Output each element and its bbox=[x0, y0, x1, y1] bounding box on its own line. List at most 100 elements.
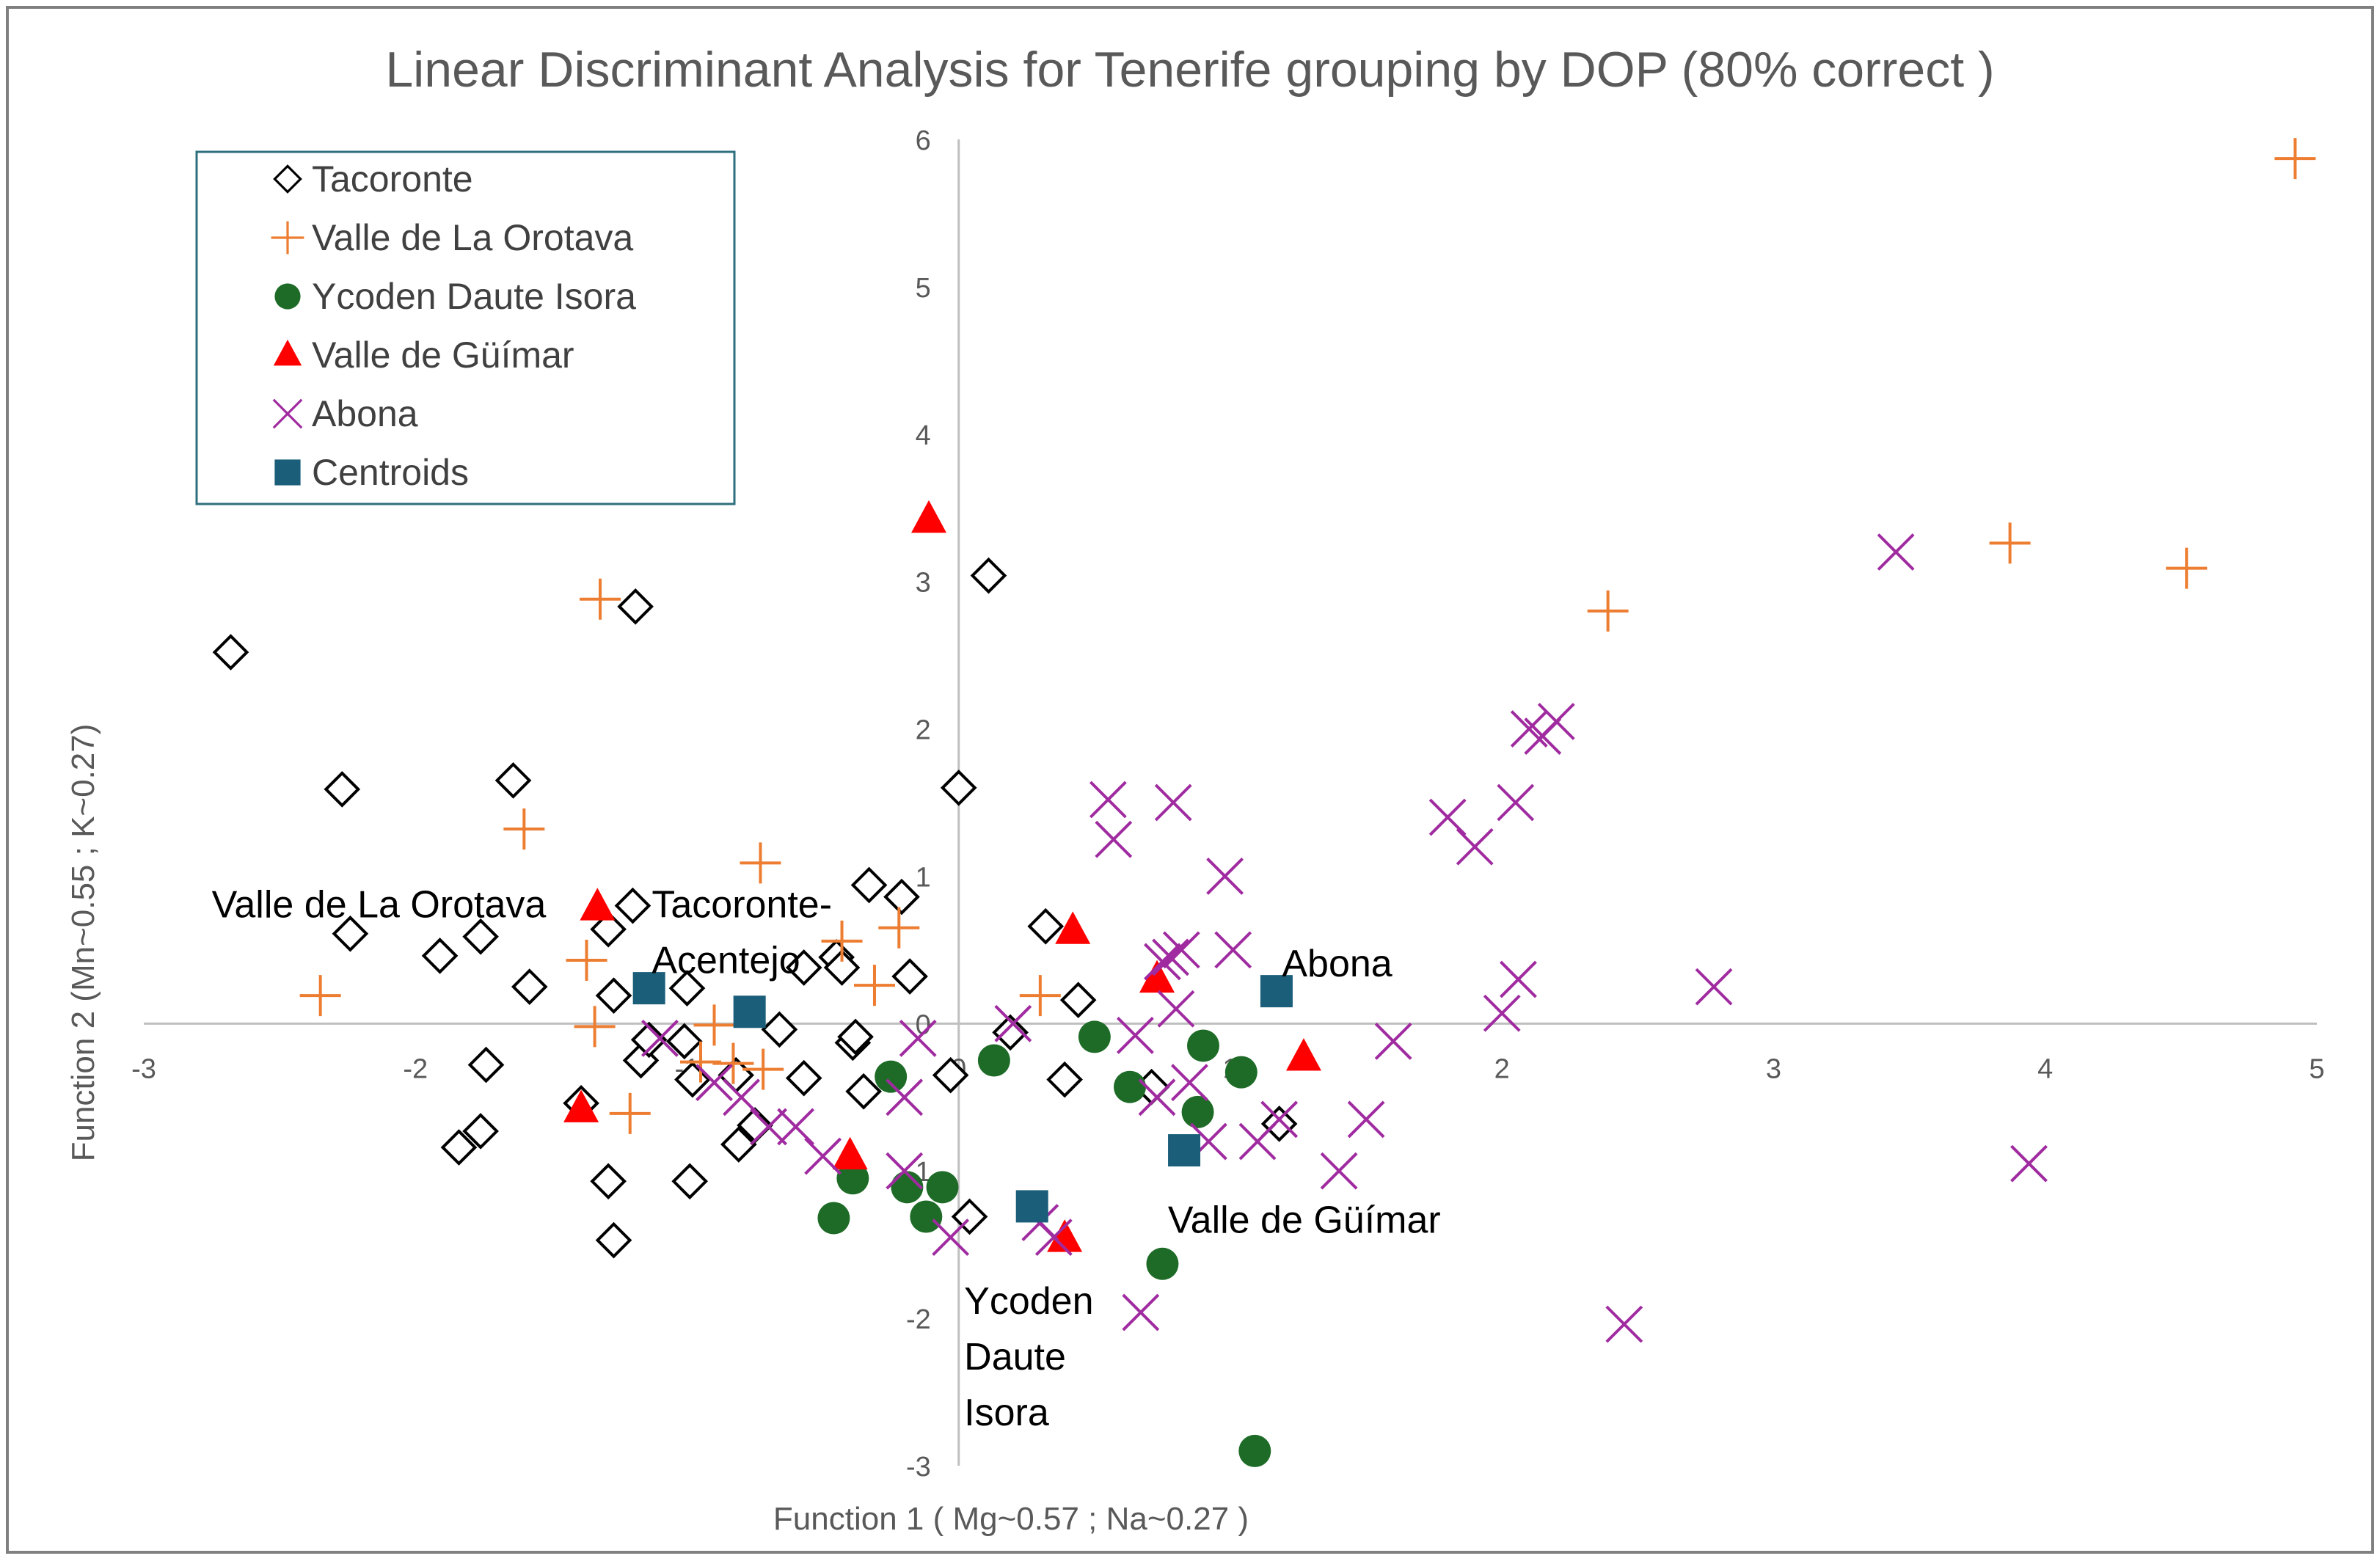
data-point-ycoden-daute-isora bbox=[1238, 1434, 1271, 1467]
data-point-centroids bbox=[733, 995, 766, 1028]
data-point-ycoden-daute-isora bbox=[1181, 1095, 1214, 1128]
data-point-valle-de-la-orotava bbox=[680, 1041, 722, 1083]
legend-entry-abona: Abona bbox=[272, 393, 418, 434]
x-tick-label: -3 bbox=[131, 1053, 156, 1084]
legend-items: Tacoronte Valle de La Orotava Ycoden Daute… bbox=[271, 158, 636, 493]
annotation-label: Ycoden Daute Isora bbox=[964, 1280, 1093, 1434]
data-point-abona bbox=[2010, 1144, 2048, 1183]
data-point-valle-de-la-orotava bbox=[878, 907, 920, 949]
data-point-valle-de-la-orotava bbox=[609, 1092, 651, 1134]
data-point-ycoden-daute-isora bbox=[817, 1202, 850, 1235]
legend-marker-centroids bbox=[274, 459, 301, 486]
data-point-ycoden-daute-isora bbox=[926, 1171, 959, 1204]
data-point-tacoronte bbox=[590, 910, 627, 948]
data-point-abona bbox=[1089, 781, 1127, 819]
y-tick-label: 3 bbox=[916, 568, 931, 599]
data-point-abona bbox=[1347, 1100, 1385, 1139]
data-point-abona bbox=[1510, 710, 1548, 748]
data-point-tacoronte bbox=[617, 588, 654, 625]
chart-title: Linear Discriminant Analysis for Tenerif… bbox=[385, 42, 1994, 98]
data-point-abona bbox=[1162, 931, 1200, 969]
annotation-label: Valle de Güímar bbox=[1168, 1199, 1441, 1242]
data-point-abona bbox=[932, 1218, 970, 1257]
legend-label: Valle de La Orotava bbox=[312, 217, 633, 258]
data-point-abona bbox=[750, 1108, 787, 1146]
data-point-tacoronte bbox=[665, 1023, 703, 1060]
data-point-abona bbox=[1157, 990, 1195, 1028]
legend-entry-ycoden-daute-isora: Ycoden Daute Isora bbox=[274, 276, 636, 317]
data-point-abona bbox=[804, 1137, 842, 1175]
data-point-ycoden-daute-isora bbox=[875, 1060, 908, 1093]
data-point-tacoronte bbox=[1027, 907, 1065, 945]
data-point-tacoronte bbox=[785, 1059, 822, 1097]
data-point-abona bbox=[1214, 931, 1252, 969]
data-point-abona bbox=[1605, 1305, 1643, 1343]
y-tick-label: 5 bbox=[916, 273, 931, 304]
data-point-abona bbox=[1095, 820, 1133, 858]
data-point-tacoronte bbox=[970, 557, 1007, 594]
data-point-tacoronte bbox=[462, 918, 499, 955]
data-point-tacoronte bbox=[614, 887, 651, 924]
data-point-valle-de-la-orotava bbox=[821, 920, 863, 962]
legend-label: Centroids bbox=[312, 452, 469, 493]
data-point-tacoronte bbox=[992, 1014, 1029, 1051]
legend-label: Valle de Güímar bbox=[312, 335, 574, 376]
data-point-valle-de-la-orotava bbox=[693, 1004, 735, 1046]
data-point-abona bbox=[1122, 1293, 1160, 1331]
data-point-ycoden-daute-isora bbox=[977, 1044, 1010, 1077]
data-point-abona bbox=[1260, 1100, 1299, 1139]
data-point-ycoden-daute-isora bbox=[836, 1162, 869, 1195]
data-point-tacoronte bbox=[440, 1129, 478, 1166]
data-point-abona bbox=[1154, 783, 1192, 822]
data-point-abona bbox=[1320, 1152, 1358, 1190]
data-point-abona bbox=[1138, 1078, 1176, 1117]
data-point-tacoronte bbox=[932, 1056, 969, 1094]
y-tick-label: 0 bbox=[916, 1009, 931, 1040]
data-point-tacoronte bbox=[467, 1046, 505, 1084]
data-point-ycoden-daute-isora bbox=[1078, 1020, 1111, 1053]
data-point-valle-de-guimar bbox=[1055, 911, 1091, 944]
legend-entry-centroids: Centroids bbox=[274, 452, 469, 493]
data-point-ycoden-daute-isora bbox=[1146, 1247, 1179, 1280]
data-point-valle-de-guimar bbox=[832, 1136, 868, 1170]
data-point-valle-de-la-orotava bbox=[742, 1048, 784, 1090]
data-point-valle-de-guimar bbox=[563, 1089, 599, 1122]
legend-entry-valle-de-la-orotava: Valle de La Orotava bbox=[271, 217, 633, 258]
data-point-tacoronte bbox=[850, 866, 888, 904]
data-point-tacoronte bbox=[1260, 1106, 1298, 1142]
data-point-tacoronte bbox=[494, 762, 532, 799]
data-point-abona bbox=[1374, 1023, 1412, 1060]
annotation-label: Tacoronte-Acentejo bbox=[651, 884, 832, 982]
data-point-abona bbox=[1144, 943, 1181, 981]
data-point-tacoronte bbox=[891, 958, 928, 995]
data-point-valle-de-guimar bbox=[1139, 960, 1175, 993]
y-tick-label: 2 bbox=[916, 715, 931, 746]
legend-box bbox=[195, 150, 736, 505]
data-point-tacoronte bbox=[462, 1113, 499, 1150]
data-point-abona bbox=[1537, 703, 1575, 740]
data-point-centroids bbox=[1015, 1190, 1048, 1223]
x-tick-label: 3 bbox=[1766, 1053, 1781, 1084]
data-point-abona bbox=[1497, 783, 1535, 822]
annotation-label: Abona bbox=[1282, 943, 1392, 985]
data-point-tacoronte bbox=[785, 949, 822, 986]
legend-marker-tacoronte bbox=[273, 164, 302, 194]
legend-label: Tacoronte bbox=[312, 158, 473, 200]
data-point-tacoronte bbox=[883, 878, 920, 916]
data-point-tacoronte bbox=[421, 938, 459, 974]
x-tick-label: -2 bbox=[403, 1053, 428, 1084]
data-point-tacoronte bbox=[823, 949, 861, 986]
legend-marker-abona bbox=[272, 398, 303, 429]
y-tick-label: 4 bbox=[916, 420, 931, 451]
legend-marker-valle-de-guimar bbox=[273, 339, 302, 366]
data-point-abona bbox=[641, 1020, 679, 1057]
data-point-tacoronte bbox=[940, 770, 977, 806]
data-point-tacoronte bbox=[332, 915, 369, 952]
data-point-tacoronte bbox=[668, 970, 706, 1006]
data-point-valle-de-la-orotava bbox=[1019, 975, 1061, 1017]
data-point-ycoden-daute-isora bbox=[1114, 1070, 1147, 1103]
series-ycoden-daute-isora bbox=[817, 1020, 1271, 1467]
x-tick-label: 5 bbox=[2309, 1053, 2324, 1084]
